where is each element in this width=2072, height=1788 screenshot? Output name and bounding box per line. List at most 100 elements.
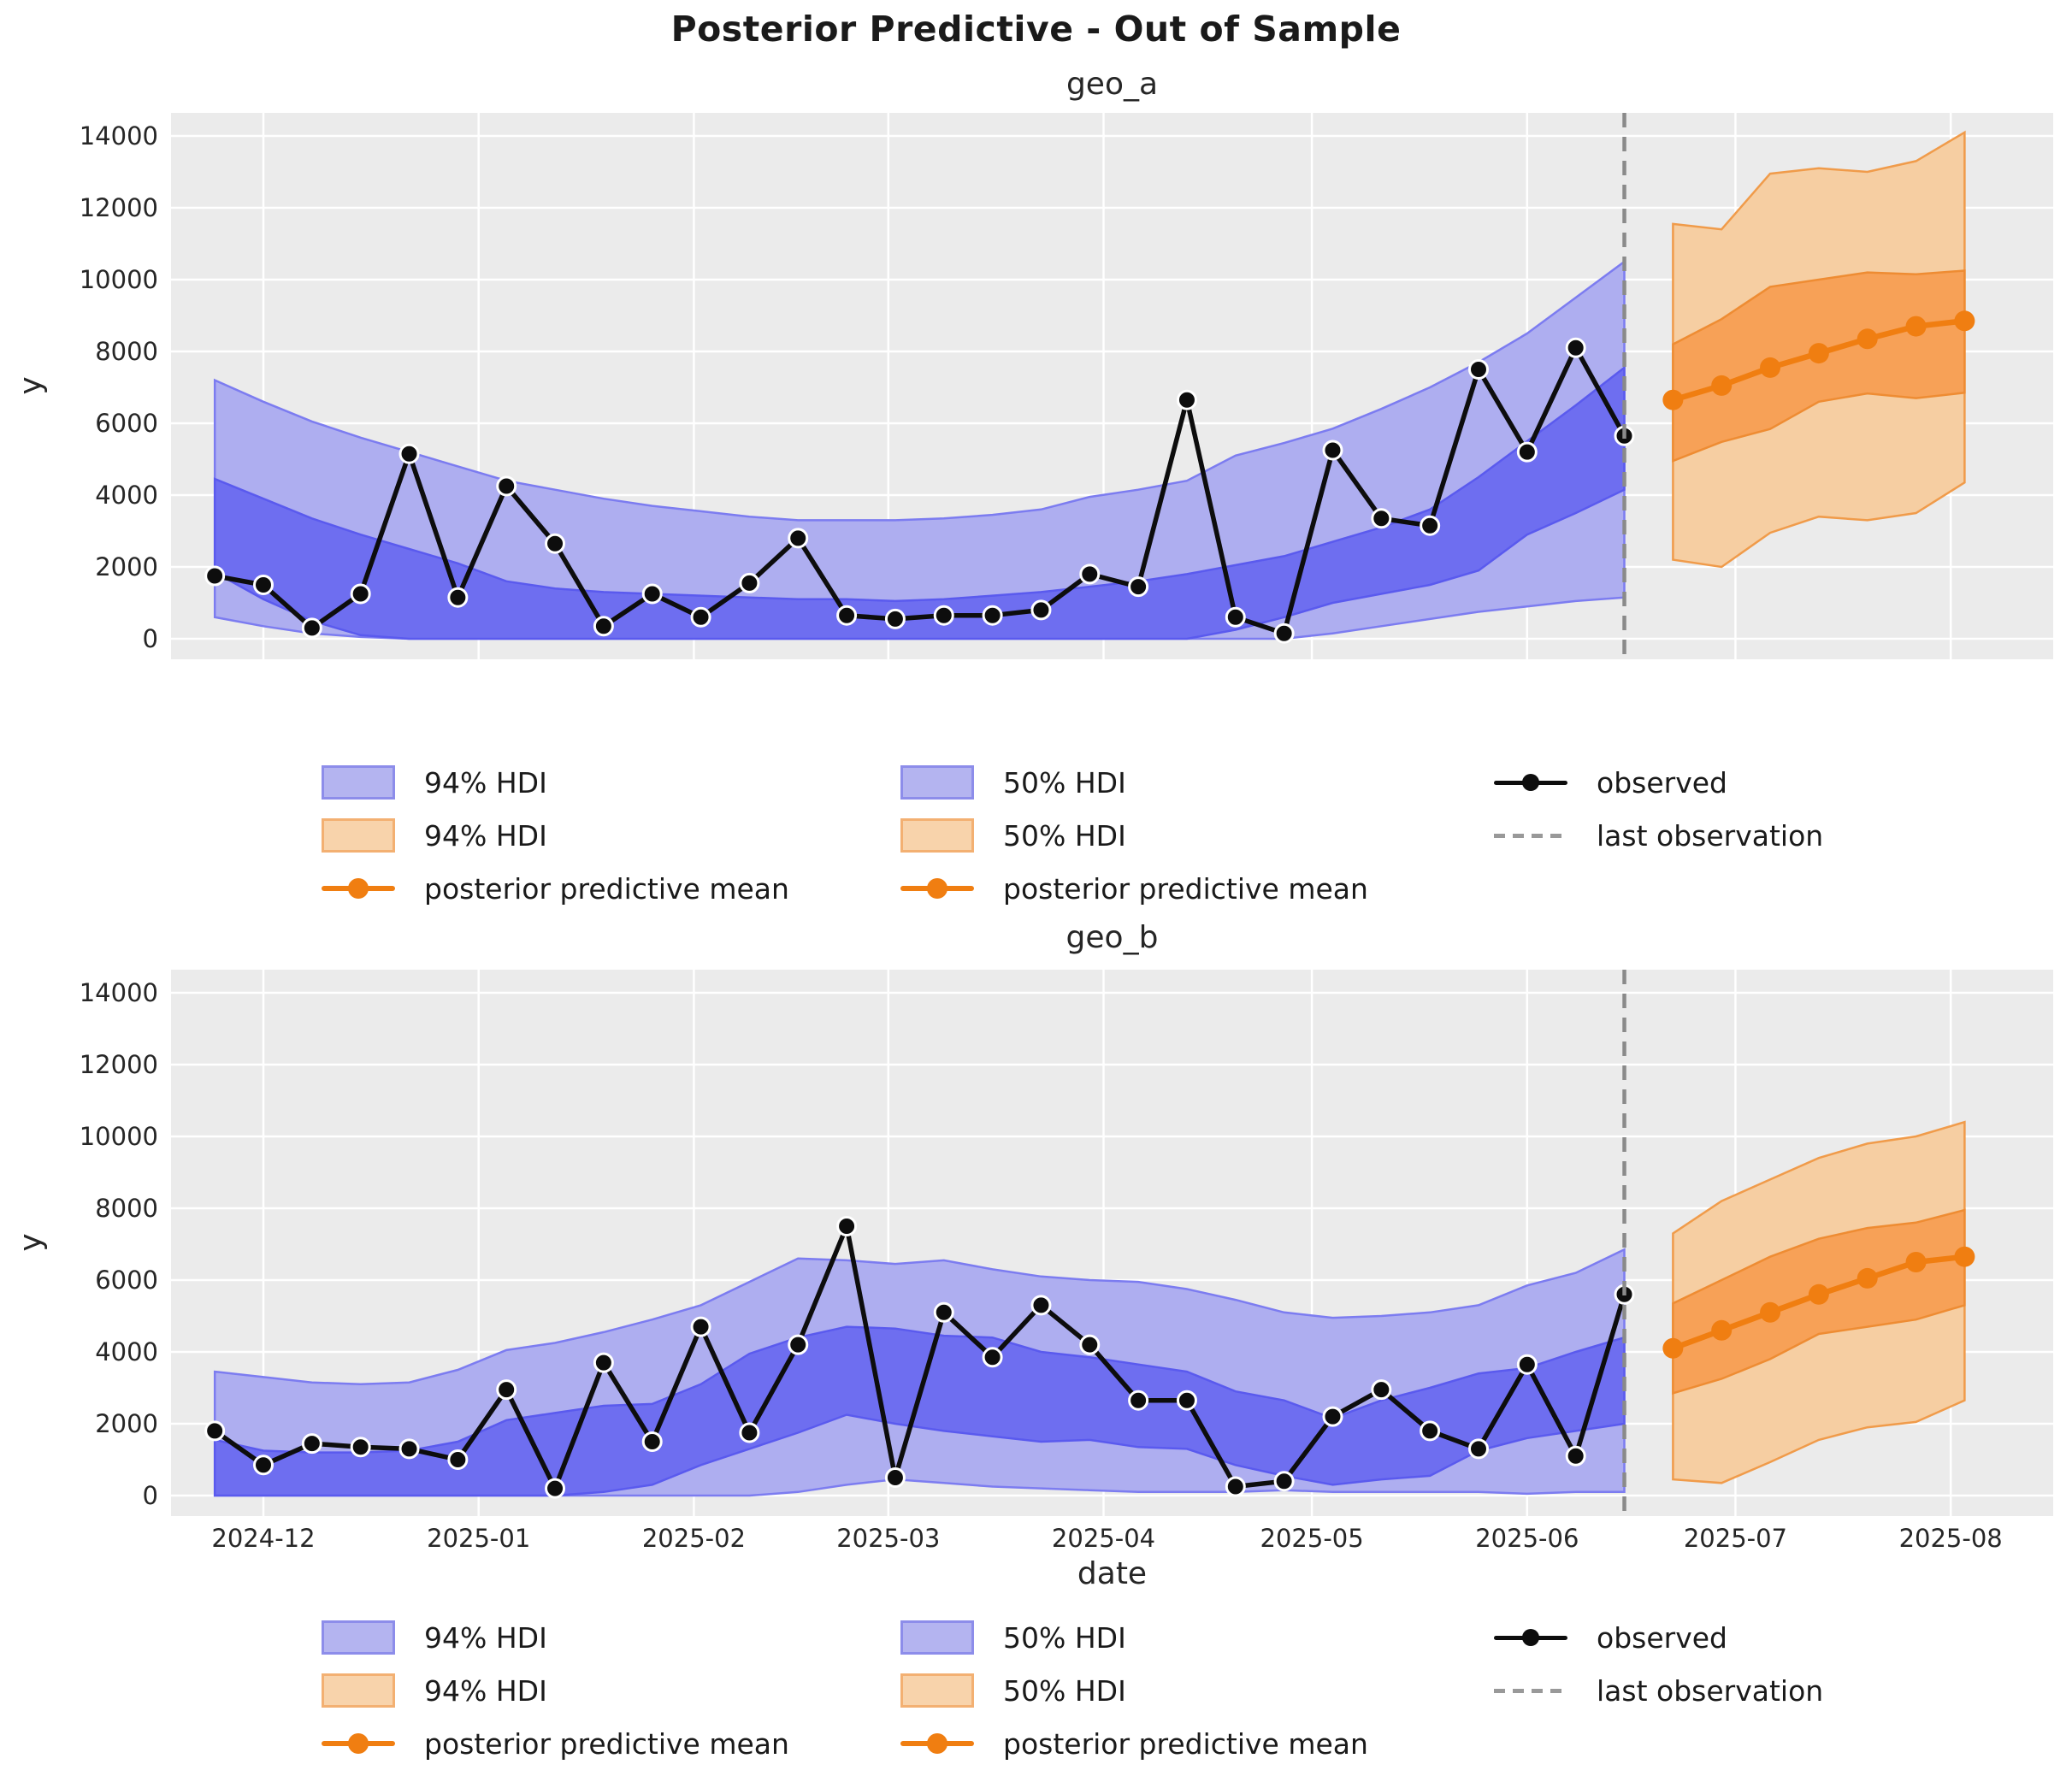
legend-label: observed	[1597, 765, 1727, 800]
legend-label: 94% HDI	[424, 818, 547, 853]
x-tick-label: 2025-04	[1051, 1524, 1156, 1553]
observed-point	[1371, 1379, 1392, 1401]
observed-point	[884, 608, 906, 629]
x-tick-label: 2025-05	[1260, 1524, 1364, 1553]
legend-label: posterior predictive mean	[424, 871, 789, 906]
observed-point	[398, 1438, 420, 1460]
y-tick-label: 6000	[95, 409, 158, 438]
observed-point	[447, 1449, 469, 1470]
observed-point	[447, 587, 469, 608]
y-tick-label: 2000	[95, 552, 158, 581]
orange-50-hdi-patch-icon	[900, 1673, 974, 1708]
observed-point	[1371, 508, 1392, 529]
observed-point	[496, 1379, 517, 1401]
observed-point	[1516, 441, 1538, 463]
observed-point	[982, 1347, 1003, 1368]
x-tick-label: 2025-01	[427, 1524, 531, 1553]
observed-point	[496, 475, 517, 497]
observed-line-icon	[1494, 1627, 1567, 1648]
observed-point	[1322, 1406, 1343, 1427]
legend-entry-orange-94-hdi: 94% HDI	[322, 1664, 789, 1717]
observed-point	[739, 572, 760, 593]
legend-entry-orange-50-hdi: 50% HDI	[900, 1664, 1368, 1717]
observed-point	[1030, 1295, 1052, 1316]
observed-point	[690, 606, 711, 628]
legend-label: 94% HDI	[424, 1673, 547, 1708]
posterior-mean-point	[1760, 1301, 1781, 1323]
observed-point	[398, 443, 420, 464]
subplot-title-geo-a: geo_a	[1066, 67, 1159, 102]
observed-point	[1273, 623, 1295, 644]
y-tick-label: 4000	[95, 1337, 158, 1366]
posterior-mean-line-icon	[900, 878, 974, 899]
observed-point	[1225, 1476, 1246, 1497]
y-tick-label: 0	[142, 1481, 158, 1510]
y-tick-label: 12000	[79, 193, 158, 222]
x-tick-label: 2024-12	[211, 1524, 316, 1553]
last-observation-dashed-icon	[1494, 825, 1567, 846]
observed-point	[1565, 1445, 1586, 1466]
posterior-mean-point	[1662, 1337, 1684, 1359]
legend-label: 50% HDI	[1003, 1673, 1126, 1708]
observed-point	[545, 1478, 566, 1499]
observed-point	[1322, 440, 1343, 461]
x-tick-label: 2025-03	[836, 1524, 941, 1553]
y-tick-label: 6000	[95, 1266, 158, 1295]
orange-50-hdi-patch-icon	[900, 818, 974, 853]
observed-line-icon	[1494, 772, 1567, 793]
y-tick-label: 14000	[79, 978, 158, 1007]
posterior-mean-point	[1905, 316, 1927, 337]
insample-50-hdi-band	[213, 365, 1626, 640]
observed-point	[253, 575, 274, 595]
y-tick-label: 8000	[95, 1194, 158, 1223]
figure-title: Posterior Predictive - Out of Sample	[670, 9, 1402, 50]
posterior-mean-point	[1954, 1246, 1975, 1267]
x-tick-label: 2025-07	[1683, 1524, 1788, 1553]
y-tick-label: 8000	[95, 337, 158, 366]
observed-point	[1079, 1334, 1101, 1355]
legend-entry-posterior-mean: posterior predictive mean	[900, 1717, 1368, 1770]
legend-entry-observed: observed	[1494, 756, 1823, 809]
legend-label: 50% HDI	[1003, 765, 1126, 800]
observed-point	[204, 1420, 226, 1442]
posterior-mean-point	[1662, 389, 1684, 410]
last-observation-dashed-icon	[1494, 1680, 1567, 1701]
observed-point	[739, 1422, 760, 1443]
observed-point	[690, 1316, 711, 1337]
observed-point	[836, 605, 858, 626]
posterior-mean-point	[1711, 375, 1733, 396]
observed-point	[301, 1433, 322, 1455]
legend-label: last observation	[1597, 1673, 1824, 1708]
x-tick-label: 2025-06	[1475, 1524, 1579, 1553]
y-tick-label: 10000	[79, 1122, 158, 1151]
observed-point	[350, 1437, 371, 1458]
legend-label: posterior predictive mean	[1003, 871, 1368, 906]
observed-point	[982, 605, 1003, 626]
posterior-mean-point	[1808, 343, 1829, 364]
observed-point	[641, 1431, 663, 1452]
observed-point	[933, 605, 954, 626]
observed-point	[836, 1216, 858, 1236]
legend-entry-posterior-mean: posterior predictive mean	[322, 1717, 789, 1770]
observed-point	[350, 583, 371, 605]
legend-label: 50% HDI	[1003, 818, 1126, 853]
observed-point	[253, 1455, 274, 1476]
legend-label: posterior predictive mean	[1003, 1726, 1368, 1761]
observed-point	[204, 565, 226, 587]
legend-entry-blue-50-hdi: 50% HDI	[900, 756, 1368, 809]
legend-entry-last-observation: last observation	[1494, 1664, 1823, 1717]
legend-entry-posterior-mean: posterior predictive mean	[900, 862, 1368, 915]
observed-point	[884, 1467, 906, 1488]
legend-entry-observed: observed	[1494, 1611, 1823, 1664]
observed-point	[1420, 1420, 1441, 1442]
posterior-mean-line-icon	[322, 878, 395, 899]
posterior-mean-point	[1905, 1252, 1927, 1272]
observed-point	[593, 616, 614, 637]
posterior-mean-line-icon	[900, 1733, 974, 1754]
observed-point	[545, 533, 566, 554]
observed-point	[788, 528, 809, 549]
observed-point	[1176, 1390, 1197, 1411]
posterior-mean-point	[1857, 1267, 1878, 1289]
posterior-mean-line-icon	[322, 1733, 395, 1754]
y-axis-label-geo-b: y	[13, 1233, 49, 1252]
